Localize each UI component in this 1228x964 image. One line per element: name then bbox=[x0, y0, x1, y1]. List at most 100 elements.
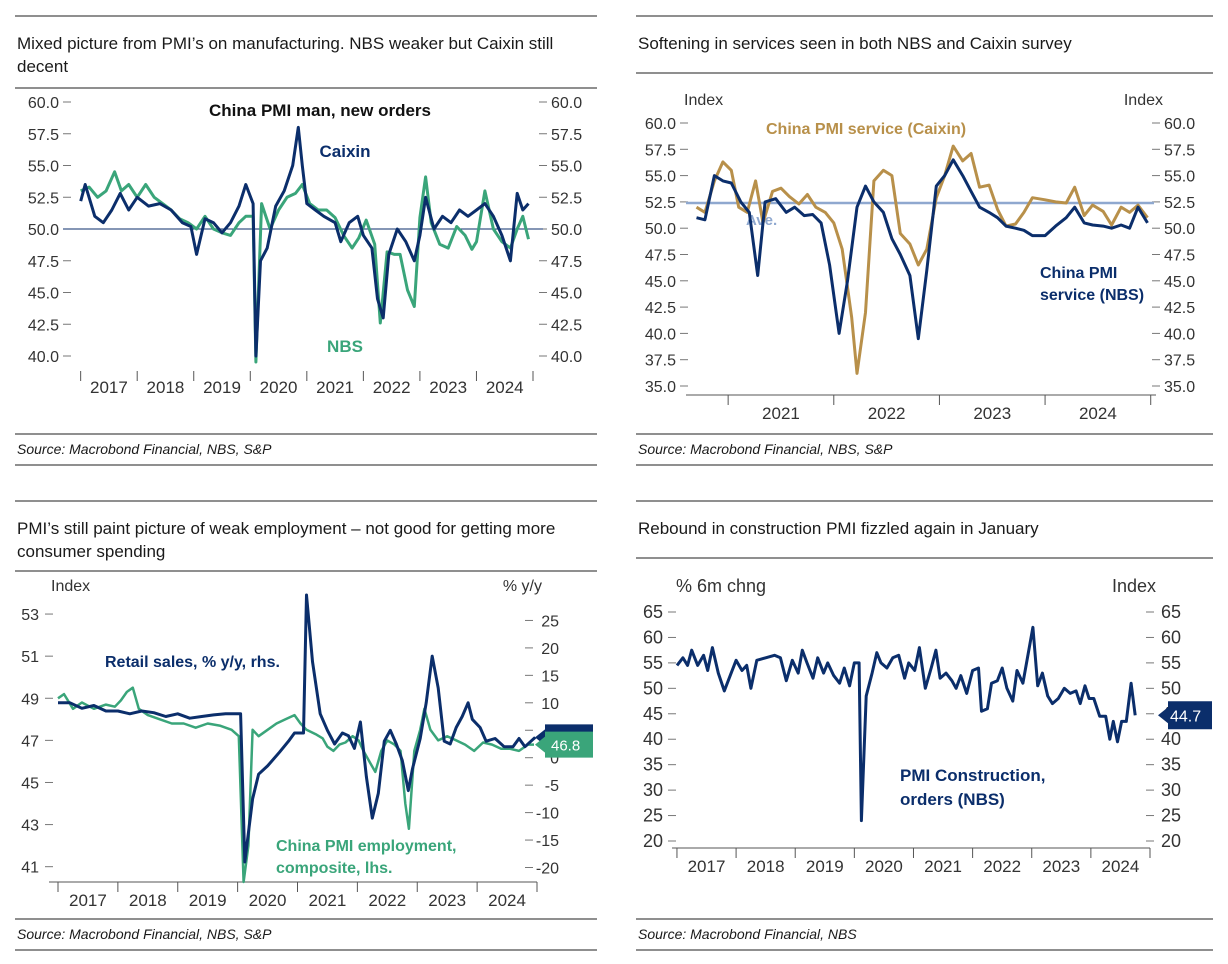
top-rule bbox=[636, 15, 1213, 17]
x-tick-label: 2020 bbox=[260, 378, 298, 397]
x-tick-label: 2022 bbox=[368, 891, 406, 910]
bottom-rule bbox=[636, 464, 1213, 466]
panel-title: Rebound in construction PMI fizzled agai… bbox=[638, 519, 1039, 538]
source-rule bbox=[15, 918, 597, 920]
y-tick-right: 20 bbox=[1161, 831, 1181, 851]
source-note: Source: Macrobond Financial, NBS, S&P bbox=[638, 441, 893, 457]
y-tick-right: 45.0 bbox=[551, 286, 582, 303]
series-line bbox=[58, 593, 537, 864]
title-rule bbox=[15, 570, 597, 572]
y-tick-left: 52.5 bbox=[28, 190, 59, 207]
y-tick-right: 42.5 bbox=[1164, 300, 1195, 317]
y-tick-left: 55.0 bbox=[28, 159, 59, 176]
y-tick-right: -20 bbox=[536, 861, 559, 878]
x-tick-label: 2021 bbox=[762, 404, 800, 423]
y-tick-right: 55.0 bbox=[551, 159, 582, 176]
panel-employment-pmi: PMI’s still paint picture of weak employ… bbox=[15, 500, 597, 955]
y-tick-left: 52.5 bbox=[645, 195, 676, 212]
x-tick-label: 2022 bbox=[373, 378, 411, 397]
x-tick-label: 2024 bbox=[1102, 857, 1140, 876]
y-tick-left: 45 bbox=[21, 775, 39, 792]
panel-title: Softening in services seen in both NBS a… bbox=[638, 34, 1072, 53]
unit-left: Index bbox=[684, 92, 723, 109]
source-rule bbox=[636, 918, 1213, 920]
y-tick-left: 35.0 bbox=[645, 379, 676, 396]
x-tick-label: 2018 bbox=[129, 891, 167, 910]
y-tick-right: -10 bbox=[536, 806, 559, 823]
y-tick-left: 47.5 bbox=[645, 248, 676, 265]
series-line bbox=[675, 625, 1137, 823]
y-tick-right: 65 bbox=[1161, 602, 1181, 622]
y-tick-left: 43 bbox=[21, 818, 39, 835]
series-label-line1: PMI Construction, bbox=[900, 766, 1045, 785]
y-tick-right: 30 bbox=[1161, 780, 1181, 800]
unit-left: % 6m chng bbox=[676, 576, 766, 596]
panel-services-pmi: Softening in services seen in both NBS a… bbox=[636, 15, 1213, 470]
y-tick-right: 57.5 bbox=[1164, 142, 1195, 159]
x-tick-label: 2019 bbox=[203, 378, 241, 397]
end-value: 44.7 bbox=[1170, 708, 1201, 725]
x-tick-label: 2021 bbox=[924, 857, 962, 876]
y-tick-right: 55 bbox=[1161, 653, 1181, 673]
x-tick-label: 2023 bbox=[428, 891, 466, 910]
series-line bbox=[695, 144, 1149, 375]
x-tick-label: 2024 bbox=[486, 378, 524, 397]
employment-label-line2: composite, lhs. bbox=[276, 860, 392, 877]
series-line bbox=[696, 158, 1149, 341]
x-tick-label: 2021 bbox=[316, 378, 354, 397]
y-tick-left: 30 bbox=[643, 780, 663, 800]
y-tick-right: 35 bbox=[1161, 755, 1181, 775]
y-tick-right: 40 bbox=[1161, 729, 1181, 749]
y-tick-right: 55.0 bbox=[1164, 169, 1195, 186]
y-tick-left: 53 bbox=[21, 607, 39, 624]
y-tick-left: 50.0 bbox=[645, 221, 676, 238]
panel-manufacturing-pmi: Mixed picture from PMI’s on manufacturin… bbox=[15, 15, 597, 470]
panel-construction-pmi: Rebound in construction PMI fizzled agai… bbox=[636, 500, 1213, 955]
y-tick-right: 37.5 bbox=[1164, 353, 1195, 370]
y-tick-right: 47.5 bbox=[551, 254, 582, 271]
x-tick-label: 2024 bbox=[1079, 404, 1117, 423]
title-rule bbox=[636, 72, 1213, 74]
panel-title: PMI’s still paint picture of weak employ… bbox=[17, 519, 556, 561]
y-tick-right: 10 bbox=[541, 696, 559, 713]
chart-construction-pmi: % 6m chng Index65605550454035302520656055… bbox=[643, 576, 1212, 876]
title-rule bbox=[636, 557, 1213, 559]
y-tick-right: 60 bbox=[1161, 627, 1181, 647]
x-tick-label: 2023 bbox=[973, 404, 1011, 423]
x-tick-label: 2020 bbox=[865, 857, 903, 876]
y-tick-right: 60.0 bbox=[1164, 116, 1195, 133]
top-rule bbox=[15, 15, 597, 17]
y-tick-right: 35.0 bbox=[1164, 379, 1195, 396]
x-tick-label: 2017 bbox=[688, 857, 726, 876]
nbs-service-label-line1: China PMI bbox=[1040, 265, 1117, 282]
y-tick-left: 25 bbox=[643, 806, 663, 826]
end-value-flag bbox=[1158, 701, 1212, 730]
nbs-label: NBS bbox=[327, 337, 363, 356]
y-tick-left: 42.5 bbox=[28, 317, 59, 334]
y-tick-right: 20 bbox=[541, 641, 559, 658]
y-tick-right: 50.0 bbox=[551, 222, 582, 239]
y-tick-left: 57.5 bbox=[645, 142, 676, 159]
y-tick-left: 37.5 bbox=[645, 353, 676, 370]
employment-end-flag bbox=[535, 731, 593, 758]
bottom-rule bbox=[15, 949, 597, 951]
y-tick-right: -15 bbox=[536, 833, 559, 850]
x-tick-label: 2024 bbox=[488, 891, 526, 910]
y-tick-left: 40 bbox=[643, 729, 663, 749]
series-line bbox=[80, 170, 530, 364]
x-tick-label: 2018 bbox=[147, 378, 185, 397]
y-tick-right: 47.5 bbox=[1164, 248, 1195, 265]
y-tick-right: 45.0 bbox=[1164, 274, 1195, 291]
y-tick-left: 20 bbox=[643, 831, 663, 851]
employment-end-value: 46.8 bbox=[551, 738, 580, 755]
chart-manufacturing-pmi: 60.0 57.5 55.0 52.5 50.0 47.5 45.0 42.5 40.0 60.0… bbox=[28, 95, 582, 397]
y-tick-left: 35 bbox=[643, 755, 663, 775]
title-rule bbox=[15, 87, 597, 89]
y-tick-left: 65 bbox=[643, 602, 663, 622]
y-tick-right: 40.0 bbox=[551, 349, 582, 366]
panel-title: Mixed picture from PMI’s on manufacturin… bbox=[17, 34, 554, 76]
y-tick-right: 25 bbox=[541, 613, 559, 630]
y-tick-right: 25 bbox=[1161, 806, 1181, 826]
source-rule bbox=[15, 433, 597, 435]
y-tick-left: 51 bbox=[21, 649, 39, 666]
